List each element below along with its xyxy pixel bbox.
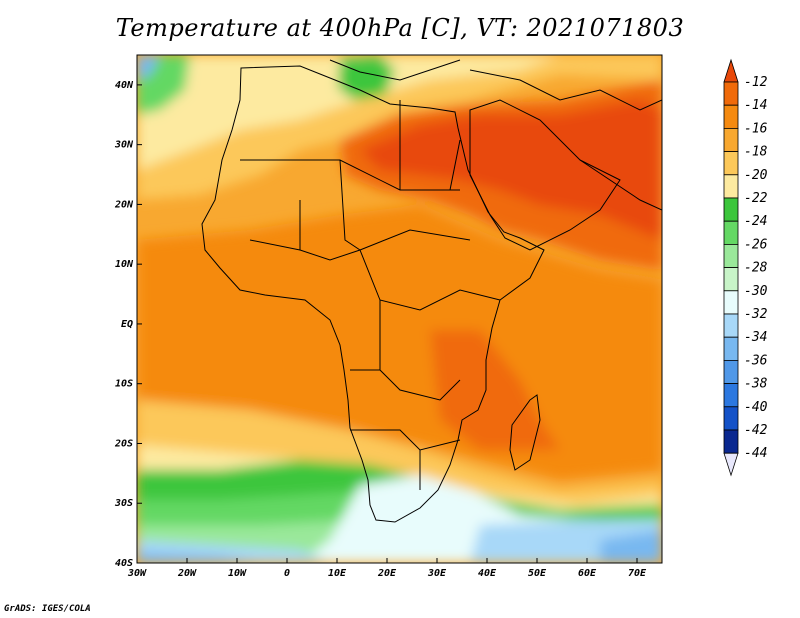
colorbar-label: -22 — [744, 191, 768, 206]
lon-tick-label: 60E — [578, 568, 597, 579]
colorbar-label: -26 — [744, 237, 768, 252]
lon-tick-label: 10E — [328, 568, 347, 579]
lat-tick-label: EQ — [121, 319, 133, 330]
lat-tick-label: 30S — [114, 498, 133, 509]
lon-tick-label: 10W — [228, 568, 247, 579]
colorbar: -12 -14 -16 -18 -20 -22 -24 -26 -28 -30 -32 -34 -36 -… — [723, 58, 768, 477]
lon-tick-label: 30W — [127, 568, 147, 579]
lon-tick-label: 40E — [478, 568, 497, 579]
colorbar-top-arrow — [723, 58, 739, 83]
colorbar-label: -12 — [744, 75, 768, 90]
colorbar-swatch — [723, 104, 739, 129]
colorbar-label: -16 — [744, 121, 768, 136]
colorbar-swatch — [723, 174, 739, 199]
colorbar-swatch — [723, 429, 739, 454]
colorbar-swatch — [723, 151, 739, 176]
colorbar-swatch — [723, 197, 739, 222]
lon-tick-label: 50E — [528, 568, 547, 579]
page-title: Temperature at 400hPa [C], VT: 202107180… — [115, 14, 685, 42]
lon-tick-label: 70E — [628, 568, 647, 579]
axis-ticks: 30W 20W 10W 0 10E 20E 30E 40E 50E 60E 70E 40N 30N 20N… — [114, 80, 647, 579]
colorbar-label: -32 — [744, 307, 768, 322]
colorbar-swatch — [723, 359, 739, 384]
lon-tick-label: 0 — [284, 568, 290, 579]
colorbar-swatch — [723, 243, 739, 268]
colorbar-swatch — [723, 81, 739, 106]
lat-tick-label: 30N — [114, 140, 134, 151]
lat-tick-label: 10N — [115, 259, 134, 270]
lat-tick-label: 20N — [114, 199, 134, 210]
colorbar-swatch — [723, 220, 739, 245]
colorbar-swatch — [723, 383, 739, 408]
lon-tick-label: 30E — [427, 568, 447, 579]
colorbar-swatch — [723, 406, 739, 431]
colorbar-label: -28 — [744, 261, 768, 276]
lat-tick-label: 40N — [115, 80, 134, 91]
lat-tick-label: 20S — [114, 438, 133, 449]
colorbar-swatch — [723, 336, 739, 361]
colorbar-label: -14 — [744, 98, 767, 113]
colorbar-label: -34 — [744, 330, 767, 345]
colorbar-label: -36 — [744, 353, 768, 368]
colorbar-label: -40 — [744, 400, 768, 415]
lat-tick-label: 40S — [115, 558, 133, 569]
credit-text: GrADS: IGES/COLA — [4, 604, 91, 614]
colorbar-label: -30 — [744, 284, 768, 299]
lat-tick-label: 10S — [115, 379, 133, 390]
coastlines — [201, 59, 662, 523]
lon-tick-label: 20E — [377, 568, 397, 579]
colorbar-swatch — [723, 313, 739, 338]
temperature-field — [137, 55, 662, 563]
colorbar-label: -44 — [744, 446, 767, 461]
lon-tick-label: 20W — [177, 568, 197, 579]
colorbar-bottom-arrow — [723, 452, 739, 477]
colorbar-swatch — [723, 290, 739, 315]
colorbar-label: -18 — [744, 145, 768, 160]
colorbar-swatch — [723, 267, 739, 292]
colorbar-swatch — [723, 127, 739, 152]
colorbar-label: -24 — [744, 214, 767, 229]
colorbar-label: -42 — [744, 423, 768, 438]
colorbar-label: -38 — [744, 377, 768, 392]
plot-frame — [136, 54, 663, 564]
colorbar-label: -20 — [744, 168, 768, 183]
